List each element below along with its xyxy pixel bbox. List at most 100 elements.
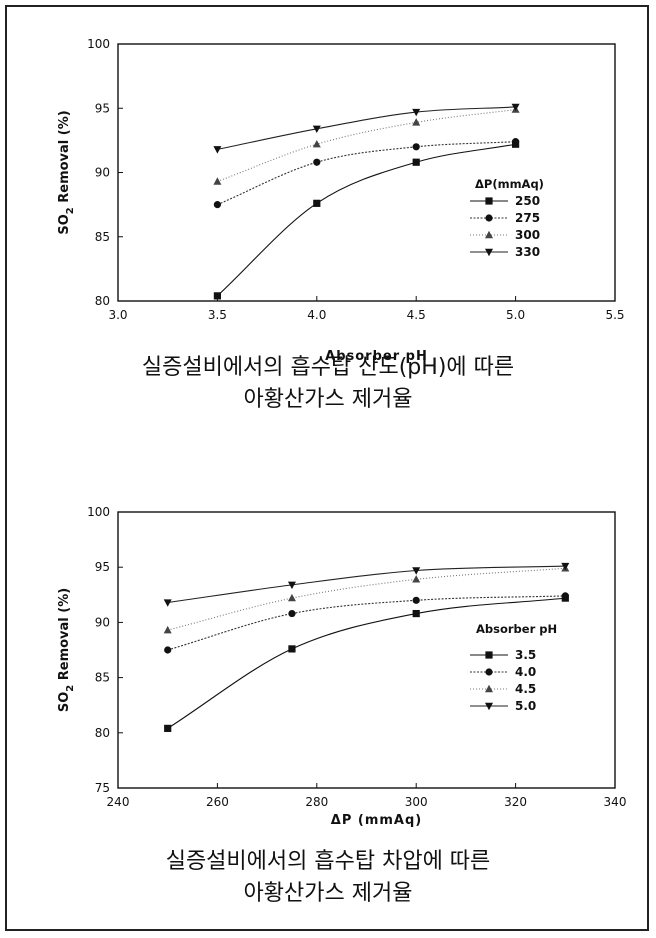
x-tick-label: 5.5 [605,308,624,322]
data-point [412,158,420,166]
data-point [412,575,421,583]
series-line [217,106,516,150]
data-point [163,599,172,607]
series-line [217,143,516,297]
y-axis-label: SO2 Removal (%) [57,110,76,234]
x-tick-label: 3.0 [108,308,127,322]
legend-title: ΔP(mmAq) [475,177,544,191]
legend-label: 275 [515,211,540,225]
series-275 [213,138,520,209]
x-tick-label: 4.5 [407,308,426,322]
figure-frame [5,5,649,931]
legend-label: 3.5 [515,648,536,662]
x-tick-label: 3.5 [208,308,227,322]
data-point [312,140,321,148]
y-axis-label-main: SO [57,214,72,234]
chart-1: 3.0 3.5 4.0 4.5 5.0 5.5 80 85 90 95 100 Absorber pH… [57,37,625,364]
y-tick-label: 90 [95,615,110,629]
y-tick-label: 80 [95,294,110,308]
legend-label: 4.0 [515,665,536,679]
legend-title: Absorber pH [476,622,557,636]
x-tick-label: 320 [504,795,527,809]
x-tick-label: 240 [107,795,130,809]
legend-label: 330 [515,245,540,259]
y-axis-label-rest: Removal (%) [57,110,72,207]
y-tick-label: 85 [95,230,110,244]
legend-label: 4.5 [515,682,536,696]
legend-label: 300 [515,228,540,242]
y-axis-label-main: SO [57,692,72,712]
chart-1-legend: ΔP(mmAq) 250 275 300 330 [470,177,544,259]
y-tick-label: 85 [95,671,110,685]
x-axis-label: Absorber pH [325,349,428,364]
legend-marker [485,214,493,222]
y-tick-label: 95 [95,560,110,574]
y-tick-label: 95 [95,101,110,115]
figure-2-caption: 실증설비에서의 흡수탑 차압에 따른 아황산가스 제거율 [0,846,656,910]
legend-marker [485,684,493,693]
data-point [213,292,221,300]
y-tick-label: 100 [87,37,110,51]
y-tick-label: 90 [95,166,110,180]
data-point [412,143,420,151]
figure-2-caption-line-1: 실증설비에서의 흡수탑 차압에 따른 [165,849,491,874]
data-point [412,108,421,117]
series-line [167,597,566,729]
y-tick-label: 75 [95,781,110,795]
data-point [412,596,420,604]
data-point [287,593,296,602]
x-tick-label: 280 [305,795,328,809]
chart-2: 240 260 280 300 320 340 75 80 85 90 95 100 ΔP (mmAq)… [57,505,626,828]
data-point [312,125,321,134]
figure-2-caption-line-2: 아황산가스 제거율 [243,881,413,906]
data-point [164,646,172,654]
x-tick-label: 260 [206,795,229,809]
data-point [213,177,222,185]
data-point [164,724,172,732]
figure-1-caption-line-2: 아황산가스 제거율 [243,387,413,412]
y-tick-label: 100 [87,505,110,519]
figure-1-caption-line-1: 실증설비에서의 흡수탑 산도(pH)에 따른 [141,355,515,380]
series-line [217,108,516,183]
data-point [412,609,420,618]
data-point [288,645,296,653]
x-axis-label: ΔP (mmAq) [331,813,422,828]
legend-marker [485,651,493,659]
data-point [561,562,570,571]
data-point [213,146,222,154]
data-point [288,609,296,618]
data-point [511,138,520,146]
series-4.5 [163,564,570,634]
series-4.0 [164,592,569,654]
y-axis-label-subscript: 2 [65,685,76,692]
data-point [412,567,421,575]
figure-1-caption: 실증설비에서의 흡수탑 산도(pH)에 따른 아황산가스 제거율 [0,352,656,416]
legend-marker [485,668,493,676]
series-line [167,565,566,604]
series-line [217,141,516,206]
y-axis-label: SO2 Removal (%) [57,588,76,712]
chart-1-plot-frame [117,43,616,302]
x-tick-label: 4.0 [307,308,326,322]
series-5.0 [163,562,570,607]
x-tick-label: 300 [405,795,428,809]
legend-label: 250 [515,194,540,208]
series-line [167,567,566,631]
data-point [511,103,520,112]
x-tick-label: 5.0 [506,308,525,322]
series-3.5 [164,594,569,732]
data-point [313,158,321,166]
chart-2-plot-frame [117,511,616,789]
legend-label: 5.0 [515,699,536,713]
x-tick-label: 340 [604,795,627,809]
legend-marker [485,248,493,257]
series-line [167,595,566,651]
data-point [213,201,221,209]
series-330 [213,103,520,154]
series-300 [213,105,520,185]
legend-marker [485,230,493,239]
data-point [313,199,321,207]
legend-marker [485,197,493,205]
legend-marker [485,702,493,711]
